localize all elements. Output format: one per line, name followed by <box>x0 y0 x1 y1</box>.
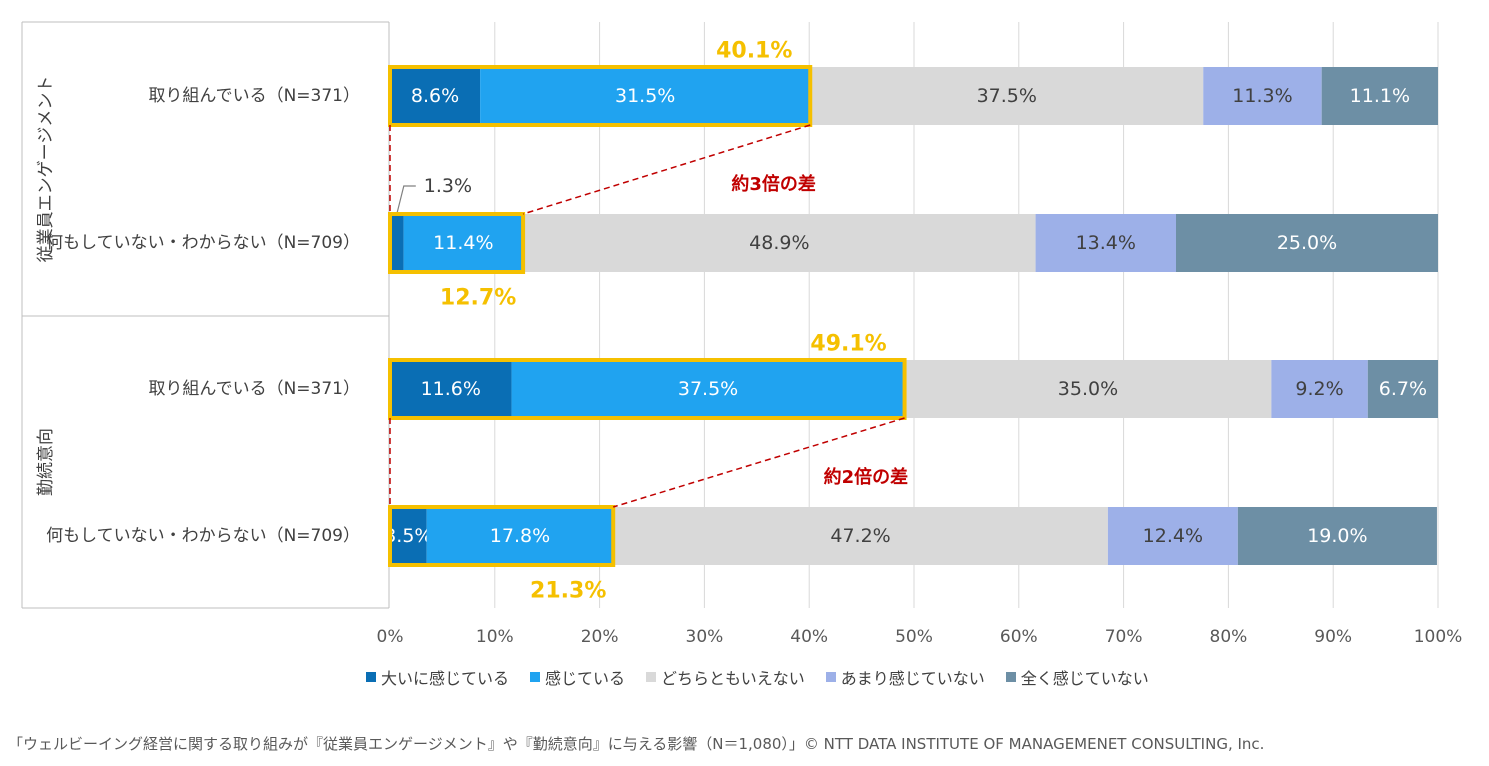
segment-value-label: 31.5% <box>615 85 675 107</box>
x-tick-label: 70% <box>1105 627 1143 647</box>
segment-value-label: 48.9% <box>749 232 809 254</box>
segment-value-label: 13.4% <box>1076 232 1136 254</box>
bar-segment <box>1203 67 1322 125</box>
highlight-total-label: 12.7% <box>440 286 516 311</box>
x-tick-label: 80% <box>1210 627 1248 647</box>
bar-segment <box>390 360 512 418</box>
x-tick-label: 100% <box>1414 627 1463 647</box>
group-label: 従業員エンゲージメント <box>36 76 56 263</box>
highlight-box <box>388 65 813 127</box>
legend-label: 全く感じていない <box>1020 669 1149 688</box>
segment-value-label: 9.2% <box>1295 378 1343 400</box>
legend-item: どちらともいえない <box>646 665 805 689</box>
segment-value-label: 17.8% <box>490 525 550 547</box>
callout-leader <box>396 185 416 215</box>
highlight-total-label: 40.1% <box>716 39 792 64</box>
bar-segment <box>403 214 524 272</box>
bar-segment <box>1271 360 1368 418</box>
segment-value-label: 6.7% <box>1379 378 1427 400</box>
bar-segment <box>1237 507 1437 565</box>
bar-segment <box>1035 214 1176 272</box>
legend-item: 大いに感じている <box>366 665 509 689</box>
highlight-total-label: 49.1% <box>810 332 886 357</box>
legend-label: 大いに感じている <box>381 669 510 688</box>
bar-segment <box>810 67 1204 125</box>
highlight-box <box>388 505 616 567</box>
legend-label: あまり感じていない <box>840 669 985 688</box>
comparison-line-right <box>522 124 811 215</box>
legend-item: 感じている <box>530 665 625 689</box>
highlight-box <box>388 358 907 420</box>
x-tick-label: 90% <box>1314 627 1352 647</box>
x-tick-label: 10% <box>476 627 514 647</box>
difference-annotation: 約3倍の差 <box>731 173 816 195</box>
bar-category-label: 何もしていない・わからない（N=709） <box>46 233 360 253</box>
segment-value-label: 37.5% <box>678 378 738 400</box>
bar-segment <box>390 67 481 125</box>
segment-value-label: 1.3% <box>424 175 472 197</box>
segment-value-label: 35.0% <box>1058 378 1118 400</box>
bar-segment <box>390 214 404 272</box>
segment-value-label: 3.5% <box>384 525 432 547</box>
x-tick-label: 0% <box>377 627 404 647</box>
difference-annotation: 約2倍の差 <box>824 466 909 488</box>
legend-swatch <box>646 672 657 682</box>
bar-segment <box>511 360 905 418</box>
legend-swatch <box>1005 672 1016 682</box>
bar-category-label: 何もしていない・わからない（N=709） <box>46 526 360 546</box>
segment-value-label: 19.0% <box>1307 525 1367 547</box>
segment-value-label: 47.2% <box>830 525 890 547</box>
stacked-bar-chart: 0% 10% 20% 30% 40% 50% 60% 70% 80% 90% 100% 従業員エンゲー… <box>21 21 1463 647</box>
bar-segment <box>523 214 1036 272</box>
comparison-line-right <box>613 417 905 508</box>
legend-swatch <box>825 672 836 682</box>
x-tick-label: 40% <box>790 627 828 647</box>
bar-segment <box>613 507 1108 565</box>
bar-segment <box>1321 67 1438 125</box>
bar-segment <box>1176 214 1438 272</box>
segment-value-label: 11.3% <box>1232 85 1292 107</box>
bar-segment <box>1107 507 1238 565</box>
bar-category-label: 取り組んでいる（N=371） <box>148 379 360 399</box>
legend-label: どちらともいえない <box>661 669 805 688</box>
bar-segment <box>390 507 427 565</box>
segment-value-label: 8.6% <box>411 85 459 107</box>
bar-segment <box>1367 360 1438 418</box>
legend-item: 全く感じていない <box>1005 665 1149 689</box>
x-tick-label: 20% <box>581 627 619 647</box>
highlight-total-label: 21.3% <box>530 579 606 604</box>
segment-value-label: 37.5% <box>977 85 1037 107</box>
x-tick-label: 50% <box>895 627 933 647</box>
group-label: 勤続意向 <box>36 428 56 496</box>
legend-label: 感じている <box>545 669 626 688</box>
legend-item: あまり感じていない <box>825 665 985 689</box>
bar-segment <box>426 507 614 565</box>
chart-legend: 大いに感じている 感じている どちらともいえない あまり感じていない 全く感じていない <box>366 665 1170 689</box>
legend-swatch <box>530 672 541 682</box>
x-tick-label: 60% <box>1000 627 1038 647</box>
segment-value-label: 11.6% <box>421 378 481 400</box>
segment-value-label: 12.4% <box>1143 525 1203 547</box>
chart-caption: 「ウェルビーイング経営に関する取り組みが『従業員エンゲージメント』や『勤続意向』… <box>8 735 1265 753</box>
bar-category-label: 取り組んでいる（N=371） <box>148 86 360 106</box>
highlight-box <box>388 212 526 274</box>
legend-swatch <box>366 672 376 682</box>
bar-segment <box>904 360 1272 418</box>
segment-value-label: 11.1% <box>1350 85 1410 107</box>
bar-segment <box>480 67 811 125</box>
segment-value-label: 25.0% <box>1277 232 1337 254</box>
segment-value-label: 11.4% <box>433 232 493 254</box>
x-tick-label: 30% <box>686 627 724 647</box>
